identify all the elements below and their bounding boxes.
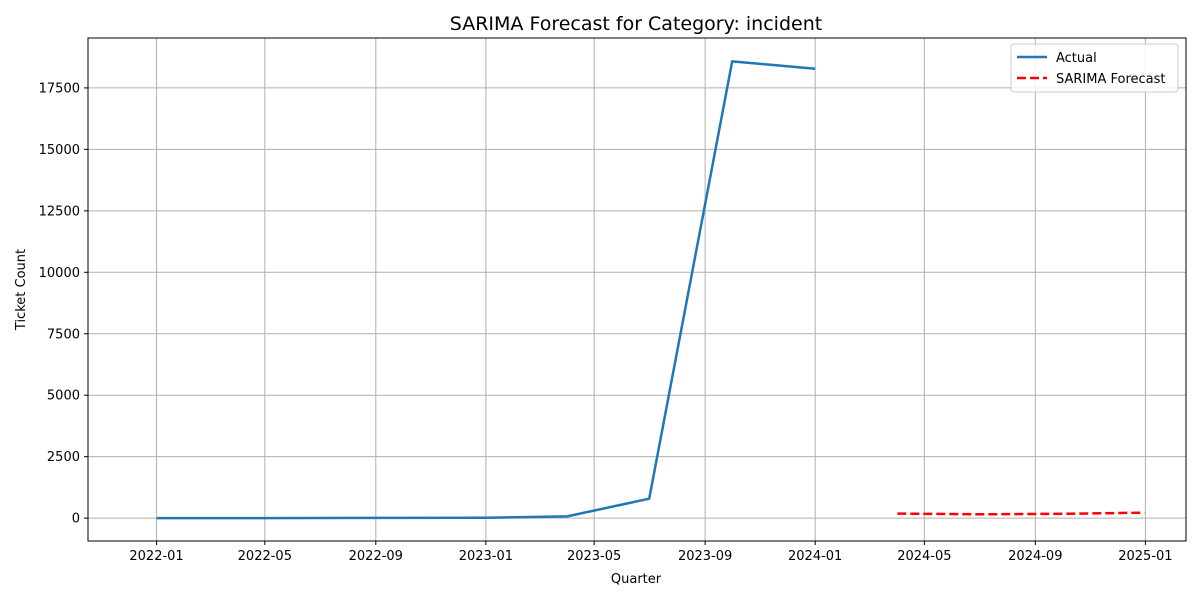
y-tick-label: 2500: [47, 450, 80, 465]
chart-title: SARIMA Forecast for Category: incident: [450, 13, 822, 35]
legend-box: [1010, 43, 1179, 93]
y-tick-label: 7500: [47, 327, 80, 342]
x-tick-label: 2022-01: [129, 549, 183, 564]
x-tick-label: 2022-09: [349, 549, 403, 564]
axis-ticks: 2022-01 2022-05 2022-09 2023-01 2023-05 2023-…: [39, 81, 1173, 564]
y-tick-label: 12500: [39, 204, 80, 219]
series-line-actual: [156, 60, 816, 520]
grid-lines: [88, 38, 1186, 541]
y-tick-label: 17500: [39, 81, 80, 96]
x-axis-label: Quarter: [611, 572, 662, 587]
y-axis-label: Ticket Count: [14, 249, 29, 331]
x-tick-label: 2024-09: [1008, 549, 1062, 564]
x-tick-label: 2024-01: [788, 549, 842, 564]
y-tick-label: 0: [72, 512, 80, 527]
legend-label-actual: Actual: [1056, 51, 1097, 66]
plot-frame: [87, 37, 1187, 542]
y-tick-label: 10000: [39, 266, 80, 281]
x-tick-label: 2022-05: [238, 549, 292, 564]
series-line-sarima-forecast: [897, 511, 1145, 516]
x-tick-label: 2023-05: [567, 549, 621, 564]
y-tick-label: 5000: [47, 389, 80, 404]
x-tick-label: 2024-05: [897, 549, 951, 564]
legend-label-forecast: SARIMA Forecast: [1056, 72, 1166, 87]
x-tick-label: 2025-01: [1118, 549, 1172, 564]
x-tick-label: 2023-09: [678, 549, 732, 564]
series-lines: [156, 60, 1145, 520]
legend: Actual SARIMA Forecast: [1010, 43, 1179, 93]
x-tick-label: 2023-01: [459, 549, 513, 564]
y-tick-label: 15000: [39, 143, 80, 158]
